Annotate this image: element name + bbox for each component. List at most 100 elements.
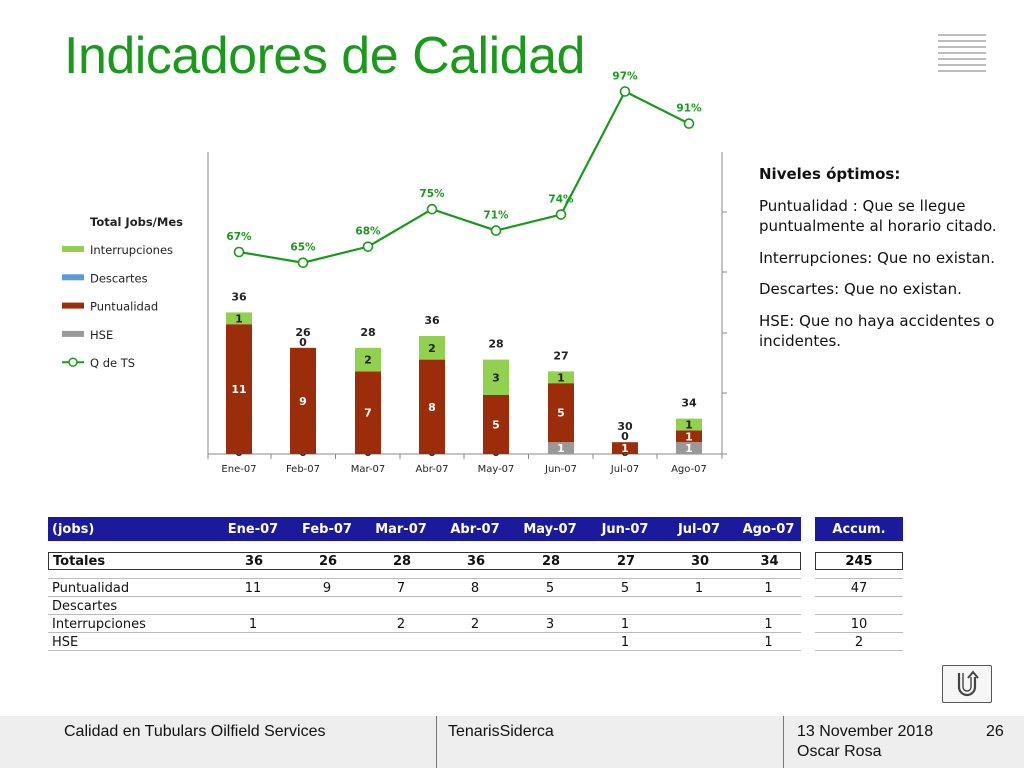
legend-title: Total Jobs/Mes xyxy=(90,215,183,229)
table-row: Descartes xyxy=(48,598,801,615)
x-tick-label: May-07 xyxy=(478,464,515,475)
table-cell xyxy=(662,598,736,614)
table-cell xyxy=(588,598,662,614)
bar-total-label: 30 xyxy=(617,420,633,433)
table-cell xyxy=(512,598,588,614)
table-divider xyxy=(48,578,801,579)
row-accum xyxy=(815,598,903,615)
legend-swatch xyxy=(62,302,84,309)
x-tick-label: Jul-07 xyxy=(610,464,639,475)
table-header-month: Jul-07 xyxy=(677,521,721,537)
row-accum: 47 xyxy=(815,580,903,597)
bar-segment xyxy=(483,359,509,395)
table-row: Puntualidad 11 9 7 8 5 5 1 1 xyxy=(48,580,801,597)
bar-total-label: 28 xyxy=(488,338,503,351)
row-accum: 10 xyxy=(815,616,903,633)
bar-data-label: 7 xyxy=(364,407,372,420)
q-de-ts-label: 97% xyxy=(612,71,638,83)
table-header-month: Jun-07 xyxy=(601,521,649,537)
notes-panel: Niveles óptimos: Puntualidad : Que se ll… xyxy=(759,164,1009,363)
bar-segment xyxy=(419,336,445,360)
q-de-ts-line xyxy=(238,90,690,264)
q-de-ts-point xyxy=(426,203,438,215)
table-cell: 28 xyxy=(392,553,412,569)
q-de-ts-label: 74% xyxy=(548,194,574,206)
table-row: Interrupciones 1 2 2 3 1 1 xyxy=(48,616,801,633)
note-interrupciones: Interrupciones: Que no existan. xyxy=(759,248,996,267)
footer-page-number: 26 xyxy=(986,723,1004,740)
note-hse: HSE: Que no haya accidentes o incidentes… xyxy=(759,311,995,351)
table-header-month: Abr-07 xyxy=(450,521,500,537)
table-cell xyxy=(290,616,364,632)
table-cell: 1 xyxy=(764,616,773,632)
bar-data-label: 9 xyxy=(299,395,307,408)
legend-marker xyxy=(68,357,78,367)
bar-segment xyxy=(548,371,574,384)
x-tick-label: Feb-07 xyxy=(286,464,320,475)
x-tick-label: Jun-07 xyxy=(544,464,577,475)
notes-heading: Niveles óptimos: xyxy=(759,165,901,183)
bar-data-label: 11 xyxy=(231,383,246,396)
bar-segment xyxy=(676,418,702,431)
table-cell: 8 xyxy=(470,580,480,596)
table-corner: (jobs) xyxy=(52,521,95,537)
legend-entry: Descartes xyxy=(90,271,148,285)
bar-segment xyxy=(548,442,574,454)
bar-data-label: 3 xyxy=(492,371,500,384)
q-de-ts-label: 67% xyxy=(226,231,252,243)
row-accum: 2 xyxy=(815,634,903,651)
table-cell: 1 xyxy=(694,580,704,596)
legend-swatch xyxy=(62,246,84,252)
q-de-ts-point xyxy=(619,86,631,97)
quality-chart: 0110136Ene-0709026Feb-07070228Mar-070802… xyxy=(62,71,727,475)
bar-data-label: 1 xyxy=(621,442,629,455)
bar-data-label: 1 xyxy=(685,442,693,455)
x-tick-label: Ago-07 xyxy=(671,464,707,475)
bar-data-label: 5 xyxy=(492,419,500,432)
table-header-month: Feb-07 xyxy=(302,521,352,537)
table-cell: 27 xyxy=(616,553,636,569)
bar-data-label: 8 xyxy=(428,401,436,414)
legend-entry: Interrupciones xyxy=(90,243,173,257)
row-label: Puntualidad xyxy=(52,580,130,596)
x-tick-label: Abr-07 xyxy=(416,464,449,475)
return-button[interactable] xyxy=(942,665,992,703)
note-puntualidad: Puntualidad : Que se llegue puntualmente… xyxy=(759,196,997,236)
note-descartes: Descartes: Que no existan. xyxy=(759,280,962,298)
bar-segment xyxy=(355,371,381,454)
bar-data-label: 1 xyxy=(235,312,243,325)
table-cell: 26 xyxy=(318,553,338,569)
bar-segment xyxy=(676,442,702,454)
legend-swatch xyxy=(62,330,84,337)
bar-total-label: 36 xyxy=(424,314,440,327)
footer-author: Oscar Rosa xyxy=(797,743,882,760)
q-de-ts-point xyxy=(362,241,374,252)
footer-divider xyxy=(436,716,437,768)
q-de-ts-label: 71% xyxy=(483,210,509,222)
table-cell: 3 xyxy=(545,616,555,632)
q-de-ts-point xyxy=(297,257,309,269)
table-cell: 1 xyxy=(248,616,258,632)
table-cell: 2 xyxy=(470,616,480,632)
table-header-row: (jobs) Ene-07 Feb-07 Mar-07 Abr-07 May-0… xyxy=(48,517,801,541)
table-cell: 1 xyxy=(764,580,773,596)
table-divider xyxy=(815,578,903,579)
q-de-ts-label: 68% xyxy=(355,226,381,238)
table-cell xyxy=(512,634,588,650)
bar-segment xyxy=(419,359,445,454)
table-header-accum: Accum. xyxy=(815,517,903,541)
row-label: HSE xyxy=(52,634,79,650)
q-de-ts-point xyxy=(555,209,567,220)
x-tick-label: Ene-07 xyxy=(221,464,256,475)
q-de-ts-label: 75% xyxy=(419,188,445,200)
bar-data-label: 1 xyxy=(685,430,693,443)
bar-segment xyxy=(548,383,574,443)
legend-entry: Puntualidad xyxy=(90,300,158,314)
legend-entry: HSE xyxy=(90,328,113,342)
bar-data-label: 1 xyxy=(557,371,565,384)
table-cell: 2 xyxy=(396,616,406,632)
table-cell: 1 xyxy=(764,634,773,650)
table-cell: 1 xyxy=(620,616,630,632)
bar-segment xyxy=(676,430,702,443)
bar-segment xyxy=(355,347,381,372)
